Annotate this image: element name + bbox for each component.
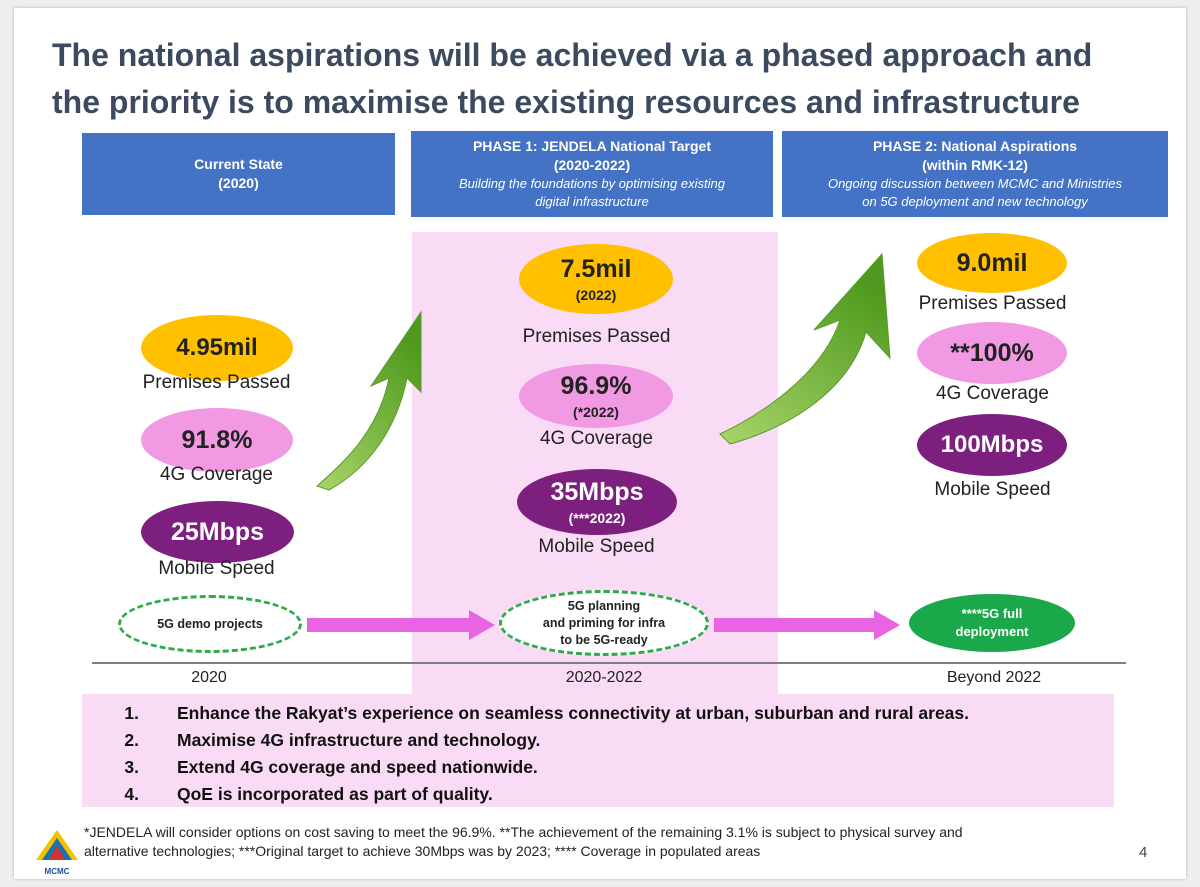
phase-title: Current State bbox=[194, 156, 283, 172]
phase-years: (2020-2022) bbox=[553, 157, 631, 173]
phase2-coverage-label: 4G Coverage bbox=[935, 383, 1049, 404]
footnote: *JENDELA will consider options on cost s… bbox=[84, 823, 1124, 861]
flow-arrow-1 bbox=[307, 610, 495, 640]
item-number: 1. bbox=[124, 703, 139, 723]
badge-value: 35Mbps bbox=[550, 477, 644, 506]
fiveg-text: deployment bbox=[955, 624, 1029, 639]
footnote-line-2: alternative technologies; ***Original ta… bbox=[84, 843, 761, 859]
phase2-premises-badge: 9.0mil bbox=[917, 233, 1067, 293]
badge-value: 91.8% bbox=[181, 425, 253, 454]
phase2-premises-label: Premises Passed bbox=[918, 293, 1067, 314]
phase1-premises-label: Premises Passed bbox=[522, 326, 671, 347]
badge-subtext: (***2022) bbox=[568, 509, 626, 526]
current-premises-label: Premises Passed bbox=[142, 372, 291, 393]
growth-arrow-2 bbox=[719, 252, 891, 445]
priorities-box: 1. Enhance the Rakyat’s experience on sea… bbox=[82, 694, 1114, 807]
timeline-label-current: 2020 bbox=[191, 669, 227, 686]
title-line-1: The national aspirations will be achieve… bbox=[52, 37, 1093, 73]
current-speed-badge: 25Mbps bbox=[141, 501, 294, 563]
badge-subtext: (*2022) bbox=[573, 403, 619, 420]
logo-triangle-icon bbox=[36, 830, 78, 860]
phase2-coverage-badge: **100% bbox=[917, 322, 1067, 384]
phase-description: on 5G deployment and new technology bbox=[862, 194, 1088, 209]
phase2-speed-label: Mobile Speed bbox=[934, 479, 1051, 500]
item-text: QoE is incorporated as part of quality. bbox=[177, 784, 493, 804]
item-number: 4. bbox=[124, 784, 139, 804]
item-number: 2. bbox=[124, 730, 139, 750]
badge-value: 96.9% bbox=[560, 371, 632, 400]
mcmc-logo: MCMC bbox=[34, 828, 80, 876]
badge-value: 100Mbps bbox=[940, 431, 1044, 458]
fiveg-text: 5G planning bbox=[567, 598, 641, 613]
timeline-label-phase2: Beyond 2022 bbox=[946, 669, 1042, 686]
phase2-5g-oval: ****5G full deployment bbox=[909, 594, 1075, 652]
phase-title: PHASE 2: National Aspirations bbox=[872, 138, 1078, 154]
phase1-coverage-label: 4G Coverage bbox=[539, 428, 653, 449]
fiveg-text: and priming for infra bbox=[542, 615, 666, 630]
badge-value: **100% bbox=[950, 338, 1034, 367]
badge-subtext: (2022) bbox=[575, 286, 617, 303]
phase-description: Ongoing discussion between MCMC and Mini… bbox=[827, 176, 1123, 191]
phase1-speed-label: Mobile Speed bbox=[538, 536, 655, 557]
current-5g-oval: 5G demo projects bbox=[118, 595, 302, 653]
phase-header-phase1: PHASE 1: JENDELA National Target (2020-2… bbox=[411, 131, 773, 217]
phase-header-phase2: PHASE 2: National Aspirations (within RM… bbox=[782, 131, 1168, 217]
phase2-speed-badge: 100Mbps bbox=[917, 414, 1067, 476]
title-line-2: the priority is to maximise the existing… bbox=[52, 84, 1080, 120]
item-text: Extend 4G coverage and speed nationwide. bbox=[177, 757, 538, 777]
current-speed-label: Mobile Speed bbox=[158, 558, 275, 579]
list-item: 4. QoE is incorporated as part of quality… bbox=[82, 781, 1114, 808]
logo-text: MCMC bbox=[44, 867, 70, 876]
badge-value: 4.95mil bbox=[176, 334, 258, 361]
list-item: 2. Maximise 4G infrastructure and technol… bbox=[82, 727, 1114, 754]
current-coverage-badge: 91.8% bbox=[141, 408, 293, 472]
badge-value: 7.5mil bbox=[560, 254, 632, 283]
phase1-coverage-badge: 96.9% (*2022) bbox=[519, 364, 673, 428]
timeline-axis bbox=[92, 662, 1126, 664]
page-number: 4 bbox=[1139, 844, 1148, 861]
current-premises-badge: 4.95mil bbox=[141, 315, 293, 381]
badge-value: 9.0mil bbox=[956, 248, 1028, 277]
list-item: 3. Extend 4G coverage and speed nationwid… bbox=[82, 754, 1114, 781]
phase-description: digital infrastructure bbox=[535, 194, 649, 209]
slide: The national aspirations will be achieve… bbox=[14, 8, 1186, 879]
slide-title: The national aspirations will be achieve… bbox=[52, 32, 1172, 126]
flow-arrow-2 bbox=[714, 610, 900, 640]
phase-years: (within RMK-12) bbox=[922, 157, 1028, 173]
growth-arrow-1 bbox=[316, 310, 422, 491]
phase-years: (2020) bbox=[218, 175, 259, 191]
fiveg-text: ****5G full bbox=[961, 606, 1023, 621]
phase-description: Building the foundations by optimising e… bbox=[459, 176, 725, 191]
badge-value: 25Mbps bbox=[170, 517, 265, 546]
list-item: 1. Enhance the Rakyat’s experience on sea… bbox=[82, 700, 1114, 727]
priorities-list: 1. Enhance the Rakyat’s experience on sea… bbox=[82, 694, 1114, 808]
phase1-premises-badge: 7.5mil (2022) bbox=[519, 244, 673, 314]
item-text: Enhance the Rakyat’s experience on seaml… bbox=[177, 703, 970, 723]
footnote-line-1: *JENDELA will consider options on cost s… bbox=[84, 824, 963, 840]
current-coverage-label: 4G Coverage bbox=[159, 464, 273, 485]
timeline-label-phase1: 2020-2022 bbox=[565, 669, 643, 686]
phase-title: PHASE 1: JENDELA National Target bbox=[472, 138, 712, 154]
phase1-speed-badge: 35Mbps (***2022) bbox=[517, 469, 677, 535]
phase-header-current: Current State (2020) bbox=[82, 133, 395, 215]
item-text: Maximise 4G infrastructure and technolog… bbox=[177, 730, 541, 750]
phase1-5g-oval: 5G planning and priming for infra to be … bbox=[499, 590, 709, 656]
fiveg-text: to be 5G-ready bbox=[560, 632, 648, 647]
fiveg-text: 5G demo projects bbox=[157, 616, 263, 631]
item-number: 3. bbox=[124, 757, 139, 777]
